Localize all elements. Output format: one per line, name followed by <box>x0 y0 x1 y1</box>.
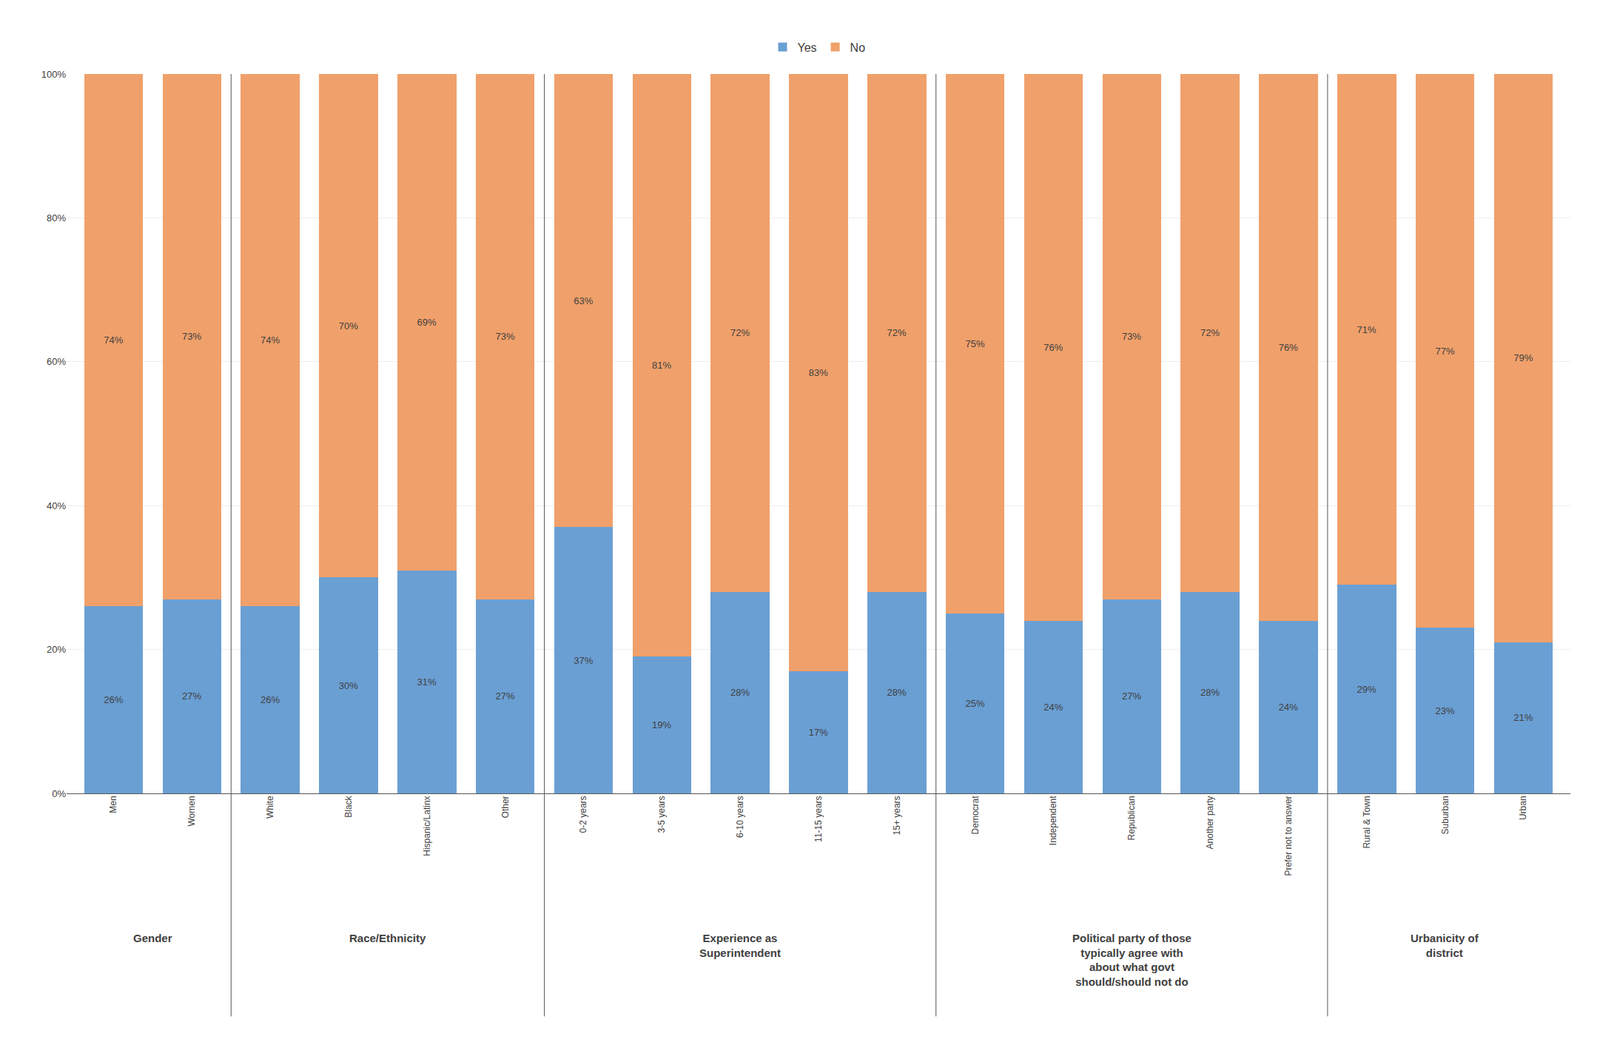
svg-text:76%: 76% <box>1043 341 1063 354</box>
svg-text:81%: 81% <box>651 359 672 371</box>
svg-text:76%: 76% <box>1278 341 1299 354</box>
svg-text:Political party of thosetypica: Political party of thosetypically agree … <box>1072 931 1192 988</box>
svg-text:69%: 69% <box>417 316 437 328</box>
svg-text:27%: 27% <box>1121 690 1142 702</box>
svg-text:28%: 28% <box>730 686 750 698</box>
svg-text:74%: 74% <box>103 334 123 346</box>
svg-text:Hispanic/Latinx: Hispanic/Latinx <box>421 795 433 856</box>
svg-text:15+ years: 15+ years <box>891 795 903 835</box>
svg-text:Rural & Town: Rural & Town <box>1361 795 1373 849</box>
svg-text:28%: 28% <box>887 686 907 698</box>
svg-text:75%: 75% <box>965 338 985 350</box>
svg-text:77%: 77% <box>1434 345 1455 357</box>
svg-text:21%: 21% <box>1513 711 1533 724</box>
svg-text:72%: 72% <box>1200 327 1220 339</box>
svg-text:11-15 years: 11-15 years <box>813 795 824 842</box>
svg-text:100%: 100% <box>41 68 67 80</box>
svg-text:40%: 40% <box>46 500 66 512</box>
svg-text:No: No <box>850 41 866 55</box>
svg-text:74%: 74% <box>260 334 280 346</box>
svg-text:Other: Other <box>500 795 511 818</box>
svg-text:26%: 26% <box>103 694 123 706</box>
svg-text:30%: 30% <box>338 680 359 692</box>
svg-text:0-2 years: 0-2 years <box>577 795 589 833</box>
svg-text:72%: 72% <box>730 327 750 339</box>
svg-text:31%: 31% <box>417 676 437 688</box>
svg-text:17%: 17% <box>808 726 829 738</box>
svg-text:Black: Black <box>343 794 354 818</box>
svg-text:28%: 28% <box>1200 686 1220 698</box>
svg-text:71%: 71% <box>1357 324 1377 336</box>
svg-text:6-10 years: 6-10 years <box>734 795 746 838</box>
svg-text:73%: 73% <box>182 330 202 342</box>
svg-text:Race/Ethnicity: Race/Ethnicity <box>349 931 427 945</box>
svg-text:60%: 60% <box>46 355 66 368</box>
svg-text:Experience asSuperintendent: Experience asSuperintendent <box>699 931 781 960</box>
svg-text:19%: 19% <box>651 719 672 731</box>
svg-text:27%: 27% <box>495 690 515 702</box>
svg-text:Men: Men <box>108 795 119 813</box>
svg-text:Gender: Gender <box>133 931 173 945</box>
svg-text:White: White <box>264 795 276 819</box>
svg-text:24%: 24% <box>1278 701 1299 713</box>
svg-text:Democrat: Democrat <box>970 795 981 835</box>
svg-text:26%: 26% <box>260 694 280 706</box>
svg-text:80%: 80% <box>46 212 66 224</box>
svg-text:23%: 23% <box>1434 705 1455 717</box>
svg-text:73%: 73% <box>1121 330 1142 342</box>
svg-text:29%: 29% <box>1357 683 1377 695</box>
svg-text:24%: 24% <box>1043 701 1063 713</box>
svg-text:27%: 27% <box>182 690 202 702</box>
svg-text:3-5 years: 3-5 years <box>656 795 667 833</box>
svg-text:72%: 72% <box>887 327 907 339</box>
svg-text:25%: 25% <box>965 697 985 709</box>
svg-text:0%: 0% <box>51 788 66 800</box>
svg-text:20%: 20% <box>46 643 66 655</box>
svg-text:73%: 73% <box>495 330 515 342</box>
svg-text:Yes: Yes <box>797 41 818 55</box>
svg-text:83%: 83% <box>808 367 829 379</box>
svg-text:Urban: Urban <box>1517 795 1529 820</box>
svg-text:Suburban: Suburban <box>1440 795 1451 835</box>
svg-text:63%: 63% <box>573 295 593 307</box>
svg-text:Another party: Another party <box>1204 795 1216 849</box>
svg-text:Women: Women <box>186 795 197 826</box>
svg-text:Independent: Independent <box>1047 795 1059 846</box>
svg-text:Urbanicity ofdistrict: Urbanicity ofdistrict <box>1410 931 1480 960</box>
svg-text:37%: 37% <box>573 654 593 667</box>
svg-text:Prefer not to answer: Prefer not to answer <box>1283 795 1294 876</box>
svg-text:Republican: Republican <box>1126 795 1137 840</box>
svg-text:70%: 70% <box>338 320 359 332</box>
svg-text:79%: 79% <box>1513 352 1533 364</box>
